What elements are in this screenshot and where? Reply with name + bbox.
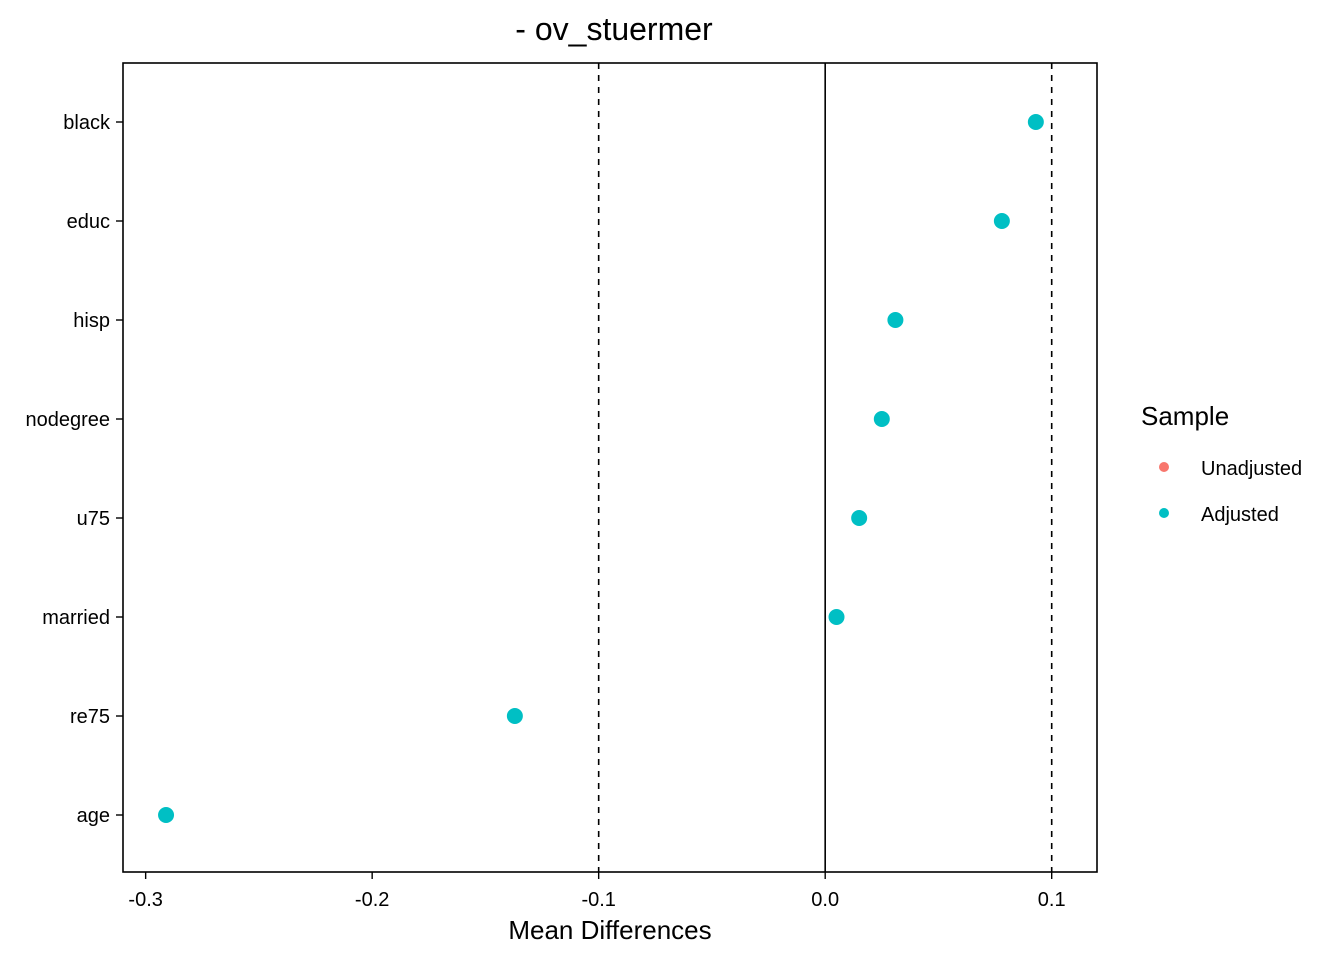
y-tick-label: age	[77, 805, 110, 827]
y-tick-label: nodegree	[25, 409, 110, 431]
legend-label-unadjusted: Unadjusted	[1201, 458, 1302, 480]
y-tick-label: married	[42, 607, 110, 629]
data-point-hisp	[887, 312, 904, 328]
data-point-re75	[506, 708, 523, 724]
x-axis: -0.3 -0.2 -0.1 0.0 0.1	[128, 872, 1066, 911]
data-points	[158, 114, 1044, 823]
x-tick-label: -0.2	[355, 889, 389, 911]
y-tick-label: educ	[67, 211, 110, 233]
legend-label-adjusted: Adjusted	[1201, 504, 1279, 526]
legend: Sample Unadjusted Adjusted	[1141, 401, 1302, 526]
x-tick-label: -0.3	[128, 889, 162, 911]
x-axis-title: Mean Differences	[508, 915, 711, 945]
data-point-educ	[993, 213, 1010, 229]
x-tick-label: -0.1	[581, 889, 615, 911]
data-point-married	[828, 609, 845, 625]
x-tick-label: 0.0	[811, 889, 839, 911]
x-tick-label: 0.1	[1038, 889, 1066, 911]
y-tick-label: u75	[77, 508, 110, 530]
reference-lines	[597, 63, 1053, 872]
y-tick-label: black	[63, 112, 111, 134]
y-axis: black educ hisp nodegree u75 married re75 age	[25, 112, 123, 827]
chart-title: - ov_stuermer	[515, 11, 713, 47]
data-point-age	[158, 807, 175, 823]
y-tick-label: hisp	[73, 310, 110, 332]
y-tick-label: re75	[70, 706, 110, 728]
data-point-black	[1027, 114, 1044, 130]
legend-key-adjusted	[1159, 508, 1169, 518]
plot-panel	[122, 62, 1098, 873]
legend-title: Sample	[1141, 401, 1229, 431]
data-point-u75	[851, 510, 868, 526]
legend-key-unadjusted	[1159, 462, 1169, 472]
data-point-nodegree	[873, 411, 890, 427]
